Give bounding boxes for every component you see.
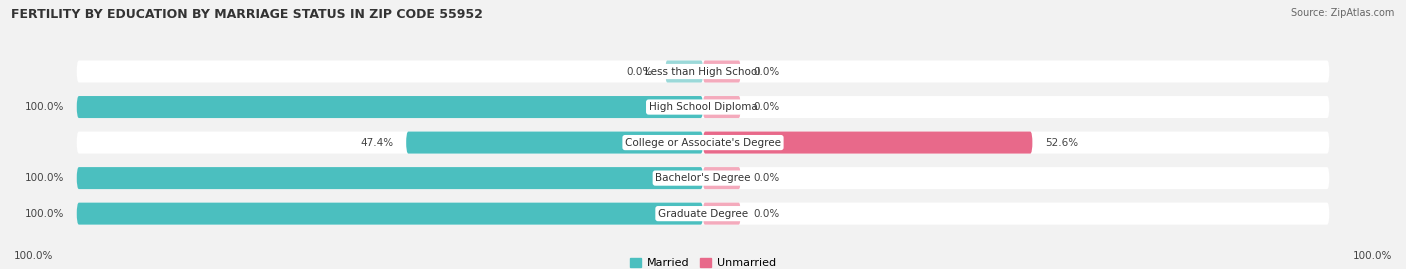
FancyBboxPatch shape	[665, 61, 703, 83]
FancyBboxPatch shape	[77, 61, 1329, 83]
FancyBboxPatch shape	[77, 203, 1329, 225]
Text: Source: ZipAtlas.com: Source: ZipAtlas.com	[1291, 8, 1395, 18]
FancyBboxPatch shape	[703, 61, 741, 83]
FancyBboxPatch shape	[703, 203, 741, 225]
Text: 0.0%: 0.0%	[627, 66, 652, 76]
Text: 0.0%: 0.0%	[754, 173, 779, 183]
FancyBboxPatch shape	[406, 132, 703, 154]
Text: 100.0%: 100.0%	[14, 251, 53, 261]
Text: College or Associate's Degree: College or Associate's Degree	[626, 137, 780, 148]
Text: High School Diploma: High School Diploma	[648, 102, 758, 112]
Text: Less than High School: Less than High School	[645, 66, 761, 76]
Text: Bachelor's Degree: Bachelor's Degree	[655, 173, 751, 183]
Legend: Married, Unmarried: Married, Unmarried	[626, 253, 780, 269]
FancyBboxPatch shape	[77, 96, 1329, 118]
FancyBboxPatch shape	[77, 167, 703, 189]
Text: 100.0%: 100.0%	[25, 102, 65, 112]
Text: 100.0%: 100.0%	[25, 173, 65, 183]
Text: 0.0%: 0.0%	[754, 209, 779, 219]
Text: Graduate Degree: Graduate Degree	[658, 209, 748, 219]
FancyBboxPatch shape	[77, 132, 1329, 154]
Text: 100.0%: 100.0%	[1353, 251, 1392, 261]
Text: 0.0%: 0.0%	[754, 66, 779, 76]
FancyBboxPatch shape	[77, 96, 703, 118]
FancyBboxPatch shape	[77, 203, 703, 225]
FancyBboxPatch shape	[703, 132, 1032, 154]
FancyBboxPatch shape	[77, 167, 1329, 189]
Text: FERTILITY BY EDUCATION BY MARRIAGE STATUS IN ZIP CODE 55952: FERTILITY BY EDUCATION BY MARRIAGE STATU…	[11, 8, 484, 21]
Text: 47.4%: 47.4%	[360, 137, 394, 148]
FancyBboxPatch shape	[703, 96, 741, 118]
Text: 0.0%: 0.0%	[754, 102, 779, 112]
Text: 100.0%: 100.0%	[25, 209, 65, 219]
Text: 52.6%: 52.6%	[1045, 137, 1078, 148]
FancyBboxPatch shape	[703, 167, 741, 189]
